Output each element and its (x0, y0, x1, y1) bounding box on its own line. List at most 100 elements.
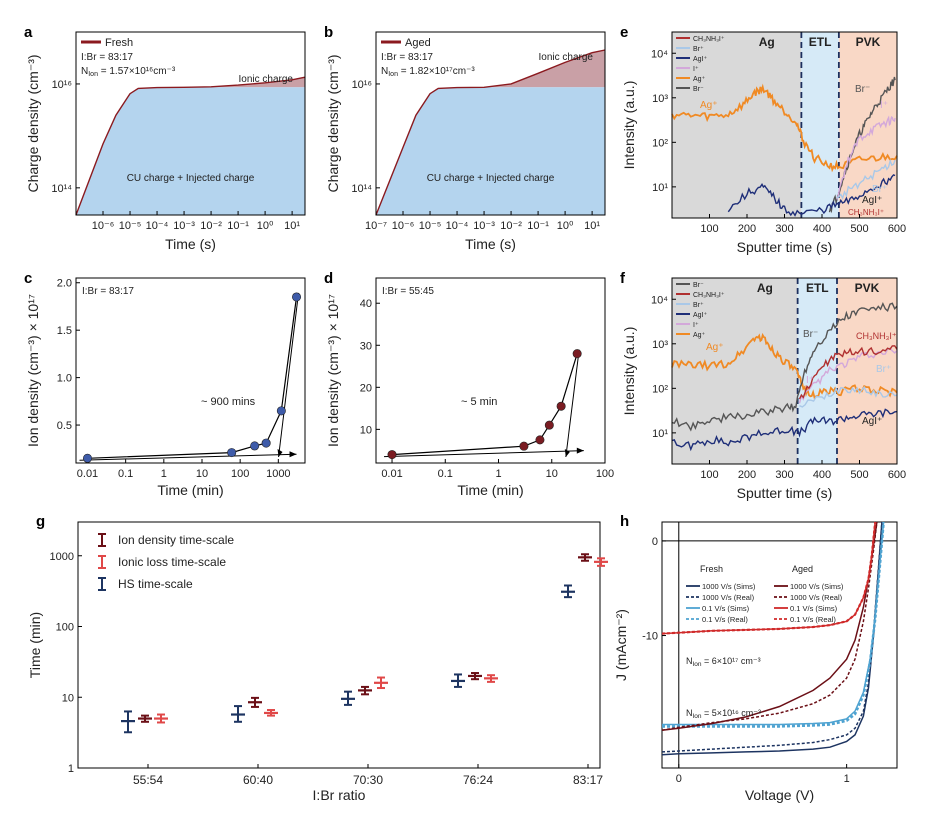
arrow-head (576, 447, 584, 454)
legend-label: Ionic loss time-scale (118, 555, 226, 569)
x-tick-label: 200 (738, 223, 756, 235)
series-line (836, 158, 896, 200)
x-tick-label: 10⁻⁶ (392, 220, 415, 232)
y-tick-label: 10⁴ (651, 294, 668, 306)
x-tick-label: 600 (888, 223, 906, 235)
x-tick-label: 10⁻⁵ (119, 220, 142, 232)
x-tick-label: 10¹ (284, 220, 300, 232)
arrow-head (564, 449, 570, 457)
legend-label: 1000 V/s (Sims) (702, 582, 756, 591)
axes-frame (75, 277, 306, 464)
data-point (519, 441, 529, 451)
series-line (836, 115, 896, 200)
y-axis-label: Charge density (cm⁻³) (25, 54, 41, 192)
fit-arrow-steep (278, 292, 300, 458)
annotation-nion: NIon = 6×10¹⁷ cm⁻³ (686, 656, 761, 668)
series-line (727, 174, 896, 217)
panel-letter: d (324, 270, 333, 287)
series-line (799, 385, 898, 408)
annotation-ratio: I:Br = 83:17 (381, 52, 433, 63)
legend-label: Fresh (105, 37, 133, 49)
y-tick-label: 10¹⁴ (51, 183, 72, 195)
legend-label: AgI⁺ (693, 56, 708, 63)
region-label: Ag (759, 35, 775, 49)
x-tick-label: 10⁰ (257, 220, 274, 232)
y-tick-label: 10³ (652, 93, 668, 105)
x-tick-label: 10⁻⁷ (365, 220, 387, 232)
y-axis-label: Time (min) (27, 612, 43, 678)
region-label: ETL (806, 281, 829, 295)
jv-curve (662, 521, 885, 728)
cu-charge-area (76, 87, 305, 215)
y-tick-label: 1.5 (57, 325, 72, 337)
series-line (671, 408, 898, 452)
y-tick-label: 1.0 (57, 373, 72, 385)
x-tick-label: 500 (850, 469, 868, 481)
curve-label: Ag⁺ (700, 100, 718, 111)
legend-label: Br⁺ (693, 302, 704, 309)
jv-curve (662, 521, 885, 726)
region-label: PVK (855, 281, 880, 295)
curve-label: Ag⁺ (706, 342, 724, 353)
panel-letter: e (620, 24, 628, 41)
panel-g: 1 10 100 1000 55:54 60:40 70:30 76:24 83:17 I:Br … (27, 521, 608, 803)
x-tick-label: 100 (596, 468, 614, 480)
curve-label: Br⁻ (855, 84, 870, 95)
annotation-timescale: ~ 900 mins (201, 396, 256, 408)
data-point (276, 406, 286, 416)
fit-arrow-steep (565, 349, 580, 458)
x-tick-label: 10⁻⁴ (446, 220, 469, 232)
x-tick-label: 400 (813, 469, 831, 481)
annotation-timescale: ~ 5 min (461, 396, 497, 408)
legend-label: 0.1 V/s (Sims) (702, 604, 750, 613)
curve-label: I⁺ (806, 375, 814, 386)
cu-charge-label: CU charge + Injected charge (127, 173, 255, 184)
x-tick-label: 0 (676, 773, 682, 785)
legend-label: HS time-scale (118, 577, 193, 591)
legend-label: Ion density time-scale (118, 533, 234, 547)
y-tick-label: 20 (360, 382, 372, 394)
x-tick-label: 76:24 (463, 773, 493, 787)
legend-group-aged: Aged (792, 564, 813, 574)
curve-label: I⁺ (880, 100, 888, 111)
fit-arrow-flat (79, 453, 297, 461)
x-axis-label: Sputter time (s) (737, 485, 833, 501)
legend-label: CH₃NH₃I⁺ (693, 36, 725, 43)
x-tick-label: 55:54 (133, 773, 163, 787)
series-line (828, 76, 896, 214)
data-point (261, 438, 271, 448)
data-point (292, 292, 302, 302)
y-tick-label: 10³ (652, 339, 668, 351)
x-axis-label: Voltage (V) (745, 787, 814, 803)
legend-label: 1000 V/s (Real) (790, 593, 843, 602)
curve-label: AgI⁺ (862, 416, 882, 427)
legend-label: Br⁻ (693, 282, 704, 289)
annotation-val: = 5×10¹⁶ cm⁻³ (702, 708, 761, 718)
x-tick-label: 1 (161, 468, 167, 480)
y-tick-label: 10 (62, 692, 74, 704)
x-tick-label: 10⁻² (200, 220, 222, 232)
axes-frame (375, 31, 606, 216)
jv-curve (661, 521, 876, 635)
region-label: PVK (856, 35, 881, 49)
jv-curve (661, 521, 878, 731)
y-tick-label: 30 (360, 340, 372, 352)
y-axis-label: Intensity (a.u.) (621, 327, 637, 416)
y-tick-label: 0 (652, 536, 658, 548)
legend-label: I⁺ (693, 66, 699, 73)
legend-label: Br⁺ (693, 46, 704, 53)
axes-frame (375, 277, 606, 464)
region-ag (672, 278, 798, 464)
y-tick-label: 100 (56, 622, 74, 634)
jv-curve (661, 521, 878, 731)
annotation-val: = 6×10¹⁷ cm⁻³ (702, 656, 761, 666)
axes-frame (77, 521, 601, 769)
annotation-nion: NIon = 1.82×10¹⁷cm⁻³ (381, 66, 475, 78)
panel-h: 0 1 0 -10 Voltage (V) J (mAcm⁻²) Fresh Aged 1000… (613, 521, 898, 803)
x-tick-label: 10 (546, 468, 558, 480)
series-line (798, 347, 898, 404)
total-charge-line (75, 76, 306, 216)
annotation-nion-val: = 1.82×10¹⁷cm⁻³ (398, 66, 475, 77)
x-tick-label: 500 (850, 223, 868, 235)
data-line (87, 296, 298, 459)
